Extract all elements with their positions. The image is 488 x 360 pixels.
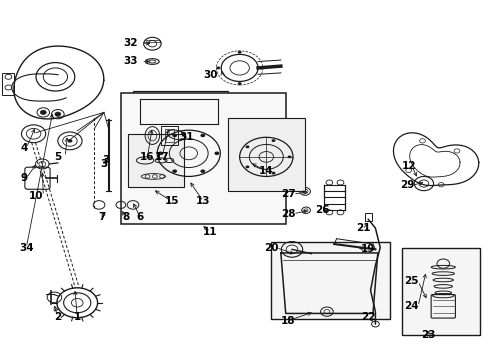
Text: 21: 21 [355, 223, 370, 233]
Circle shape [172, 134, 177, 137]
Text: 5: 5 [54, 152, 61, 162]
Bar [128, 134, 183, 187]
Text: 33: 33 [123, 56, 138, 66]
Bar [401, 248, 479, 335]
Text: 31: 31 [179, 132, 193, 142]
Text: 20: 20 [264, 243, 278, 253]
Bar [133, 91, 227, 132]
Bar [2, 73, 14, 95]
Text: 18: 18 [280, 316, 295, 325]
Text: 8: 8 [122, 212, 129, 222]
Bar [121, 93, 285, 225]
Text: 13: 13 [196, 196, 210, 206]
Circle shape [55, 112, 61, 116]
Circle shape [271, 139, 275, 142]
Circle shape [158, 152, 163, 155]
Bar [271, 242, 389, 319]
Text: 19: 19 [360, 244, 375, 255]
Text: 27: 27 [280, 189, 295, 199]
Text: 25: 25 [404, 276, 418, 287]
Text: 17: 17 [154, 152, 169, 162]
Circle shape [245, 145, 249, 148]
Circle shape [259, 67, 263, 69]
Text: 32: 32 [123, 38, 138, 48]
Text: 4: 4 [20, 143, 27, 153]
Text: 23: 23 [421, 330, 435, 340]
Circle shape [237, 82, 241, 85]
Text: 7: 7 [98, 212, 105, 222]
Text: 28: 28 [280, 209, 295, 219]
Text: 9: 9 [20, 173, 27, 183]
Text: 6: 6 [136, 212, 143, 222]
Text: 26: 26 [314, 205, 328, 215]
Circle shape [172, 170, 177, 173]
Text: 22: 22 [360, 312, 375, 322]
Circle shape [41, 110, 46, 114]
Bar [227, 118, 305, 191]
Text: 30: 30 [203, 70, 217, 80]
Circle shape [271, 172, 275, 175]
Circle shape [67, 139, 72, 143]
Text: 15: 15 [164, 196, 179, 206]
Circle shape [245, 166, 249, 168]
Text: 2: 2 [54, 312, 61, 322]
Circle shape [214, 152, 219, 155]
Circle shape [200, 134, 205, 137]
Circle shape [237, 51, 241, 54]
Text: 3: 3 [100, 159, 107, 169]
Text: 1: 1 [74, 312, 81, 322]
Text: 14: 14 [259, 166, 273, 176]
Text: 11: 11 [203, 226, 217, 237]
Circle shape [287, 156, 291, 158]
Text: 12: 12 [401, 161, 416, 171]
Circle shape [200, 170, 205, 173]
Text: 10: 10 [29, 191, 43, 201]
Text: 3: 3 [102, 156, 110, 166]
Text: 34: 34 [19, 243, 34, 253]
Bar [364, 213, 372, 221]
Text: 16: 16 [140, 152, 155, 162]
Text: 24: 24 [404, 301, 418, 311]
Circle shape [216, 67, 220, 69]
Text: 29: 29 [399, 180, 413, 190]
